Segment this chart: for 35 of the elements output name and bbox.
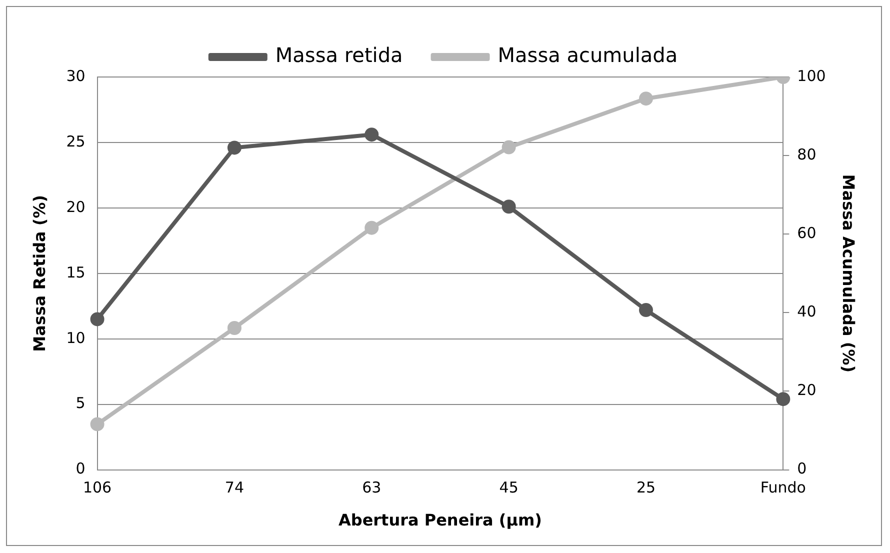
- y2-tick-label: 40: [797, 302, 816, 321]
- y-tick-label: 10: [66, 328, 86, 347]
- y-tick-label: 15: [66, 263, 86, 282]
- y2-axis-title: Massa Acumulada (%): [839, 174, 858, 373]
- y2-tick-label: 0: [797, 460, 807, 478]
- y-tick-label: 30: [66, 66, 86, 85]
- point: [364, 220, 379, 235]
- point: [227, 321, 242, 335]
- point: [638, 92, 653, 106]
- point: [776, 392, 790, 406]
- x-tick-label: 63: [362, 478, 382, 497]
- y2-tick-label: 100: [797, 66, 826, 85]
- x-tick-label: 74: [224, 478, 244, 497]
- legend-label: Massa retida: [275, 43, 403, 68]
- point: [502, 140, 516, 154]
- point: [90, 417, 104, 432]
- point: [364, 128, 379, 142]
- y-axis-title: Massa Retida (%): [30, 194, 49, 352]
- point: [227, 140, 242, 155]
- x-tick-label: Fundo: [760, 478, 806, 497]
- y-tick-label: 25: [66, 132, 86, 150]
- y-tick-label: 0: [76, 460, 86, 478]
- y-tick-label: 20: [66, 198, 86, 216]
- x-tick-label: 25: [636, 478, 656, 497]
- point: [502, 200, 516, 214]
- y2-tick-label: 60: [797, 224, 816, 242]
- point: [90, 312, 104, 326]
- x-tick-label: 45: [499, 478, 518, 497]
- point: [638, 303, 653, 318]
- legend-label: Massa acumulada: [498, 43, 678, 68]
- x-tick-label: 106: [82, 478, 112, 497]
- y-tick-label: 5: [76, 394, 86, 412]
- x-axis-title: Abertura Peneira (µm): [338, 510, 542, 530]
- y2-tick-label: 80: [797, 145, 816, 164]
- y2-tick-label: 20: [797, 381, 816, 400]
